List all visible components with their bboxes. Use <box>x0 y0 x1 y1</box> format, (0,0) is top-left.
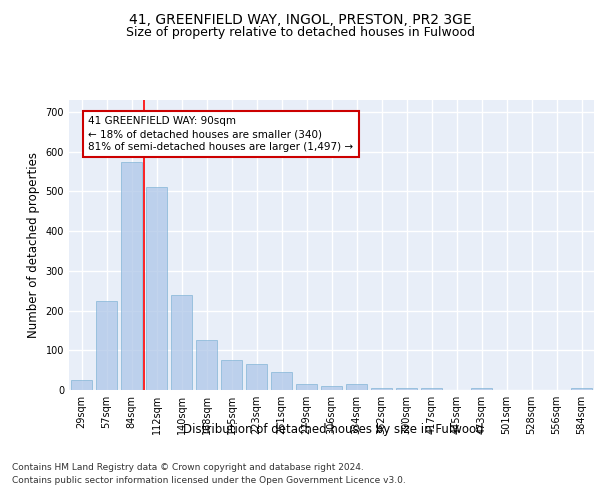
Bar <box>421 388 442 390</box>
Y-axis label: Number of detached properties: Number of detached properties <box>27 152 40 338</box>
Bar <box>346 384 367 390</box>
Bar <box>171 294 192 390</box>
Text: 41 GREENFIELD WAY: 90sqm
← 18% of detached houses are smaller (340)
81% of semi-: 41 GREENFIELD WAY: 90sqm ← 18% of detach… <box>89 116 353 152</box>
Bar <box>71 380 92 390</box>
Bar <box>571 388 592 390</box>
Bar <box>96 300 117 390</box>
Bar <box>321 386 342 390</box>
Bar <box>121 162 142 390</box>
Bar <box>246 364 267 390</box>
Bar <box>396 388 417 390</box>
Text: Size of property relative to detached houses in Fulwood: Size of property relative to detached ho… <box>125 26 475 39</box>
Bar <box>471 388 492 390</box>
Bar <box>371 388 392 390</box>
Text: 41, GREENFIELD WAY, INGOL, PRESTON, PR2 3GE: 41, GREENFIELD WAY, INGOL, PRESTON, PR2 … <box>128 12 472 26</box>
Bar <box>296 384 317 390</box>
Bar <box>221 360 242 390</box>
Bar <box>146 188 167 390</box>
Text: Contains HM Land Registry data © Crown copyright and database right 2024.: Contains HM Land Registry data © Crown c… <box>12 462 364 471</box>
Bar <box>271 372 292 390</box>
Text: Contains public sector information licensed under the Open Government Licence v3: Contains public sector information licen… <box>12 476 406 485</box>
Bar <box>196 340 217 390</box>
Text: Distribution of detached houses by size in Fulwood: Distribution of detached houses by size … <box>182 422 484 436</box>
